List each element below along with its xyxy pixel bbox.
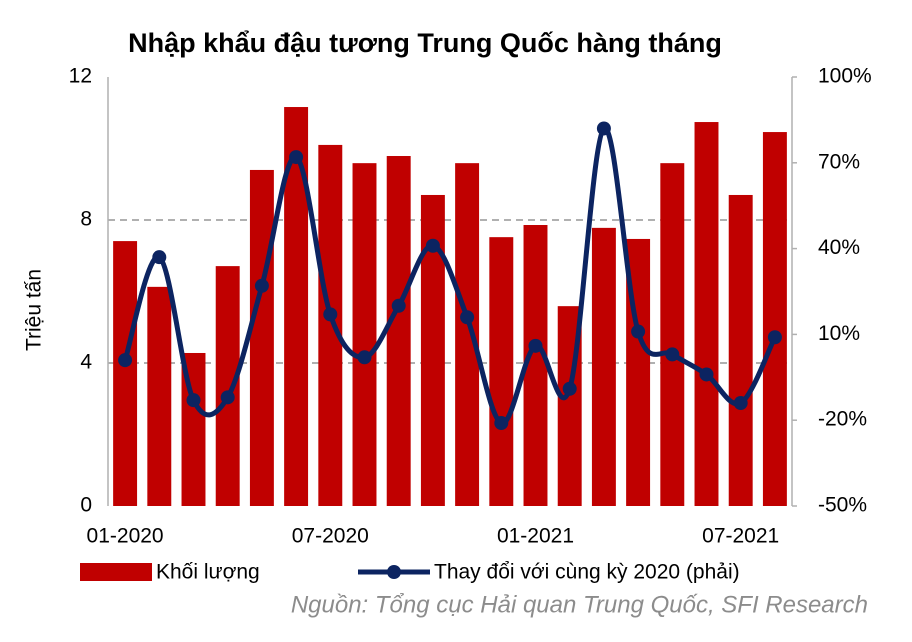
marker — [289, 150, 304, 165]
marker — [665, 347, 680, 362]
bar — [694, 122, 719, 507]
marker — [425, 238, 440, 253]
bar — [762, 132, 787, 506]
bar — [352, 163, 377, 506]
bar — [660, 163, 685, 506]
y-tick-label: 4 — [80, 351, 92, 374]
bar — [420, 194, 445, 506]
bar — [284, 107, 309, 506]
bar — [181, 352, 206, 506]
bar — [728, 194, 753, 506]
y-tick-label: 8 — [80, 208, 92, 231]
bar — [386, 156, 411, 506]
bar — [215, 266, 240, 506]
x-tick-label: 07-2021 — [702, 525, 779, 548]
marker — [323, 307, 338, 322]
y-tick-label: 12 — [69, 65, 92, 88]
y2-tick-label: 10% — [818, 322, 860, 345]
marker — [254, 278, 269, 293]
marker — [220, 390, 235, 405]
marker — [118, 353, 133, 368]
marker — [528, 338, 543, 353]
marker — [357, 350, 372, 365]
marker — [152, 250, 167, 265]
bar — [249, 169, 274, 506]
bar — [489, 237, 514, 506]
marker — [767, 330, 782, 345]
legend-label: Thay đổi với cùng kỳ 2020 (phải) — [434, 561, 740, 584]
marker — [391, 298, 406, 313]
bar — [523, 225, 548, 506]
x-tick-label: 01-2020 — [87, 525, 164, 548]
legend-swatch — [80, 563, 152, 581]
y2-tick-label: 100% — [818, 65, 872, 88]
bar — [591, 227, 616, 507]
bar — [318, 144, 343, 507]
marker — [631, 324, 646, 339]
marker — [494, 416, 509, 431]
marker — [460, 310, 475, 325]
y-tick-label: 0 — [80, 494, 92, 517]
legend-label: Khối lượng — [156, 561, 260, 584]
y2-tick-label: -50% — [818, 494, 867, 517]
marker — [733, 396, 748, 411]
source: Nguồn: Tổng cục Hải quan Trung Quốc, SFI… — [291, 591, 868, 618]
y2-tick-label: -20% — [818, 408, 867, 431]
bar — [455, 163, 480, 506]
marker — [562, 381, 577, 396]
x-tick-label: 07-2020 — [292, 525, 369, 548]
bar — [147, 286, 172, 506]
x-tick-label: 01-2021 — [497, 525, 574, 548]
legend-marker — [387, 565, 401, 579]
marker — [699, 367, 714, 382]
marker — [596, 121, 611, 136]
chart-title: Nhập khẩu đậu tương Trung Quốc hàng thán… — [128, 28, 722, 58]
y-axis-label: Triệu tấn — [23, 269, 46, 351]
y2-tick-label: 40% — [818, 236, 860, 259]
bar — [113, 241, 138, 506]
y2-tick-label: 70% — [818, 150, 860, 173]
marker — [186, 393, 201, 408]
